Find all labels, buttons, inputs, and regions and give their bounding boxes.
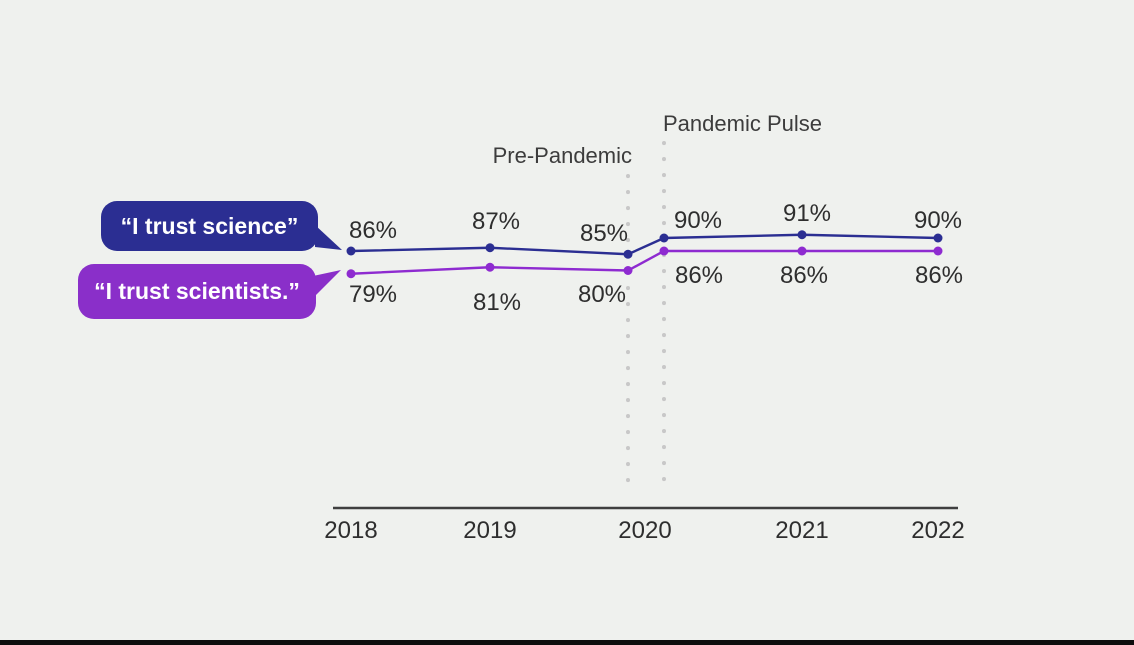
data-point xyxy=(485,243,495,253)
data-point xyxy=(659,233,669,243)
bottom-accent-bar xyxy=(0,640,1134,645)
data-point xyxy=(346,246,356,256)
x-tick-2021: 2021 xyxy=(775,517,829,544)
x-tick-2020: 2020 xyxy=(618,517,672,544)
data-point xyxy=(933,233,943,243)
point-label-scientists-2022: 86% xyxy=(914,262,964,289)
point-label-scientists-2021: 86% xyxy=(779,262,829,289)
point-label-scientists-2020pulse: 86% xyxy=(674,262,724,289)
legend-bubble-trust-science-label: “I trust science” xyxy=(120,212,299,239)
data-point xyxy=(933,246,943,256)
speech-bubble-tail-icon xyxy=(315,225,342,250)
data-point xyxy=(623,249,633,259)
phase-label-pre-pandemic: Pre-Pandemic xyxy=(492,143,632,168)
point-label-scientists-2020pre: 80% xyxy=(577,281,627,308)
point-label-science-2019: 87% xyxy=(471,208,521,235)
data-point xyxy=(346,269,356,279)
point-label-science-2022: 90% xyxy=(913,207,963,234)
data-point xyxy=(623,266,633,275)
x-tick-2018: 2018 xyxy=(324,517,378,544)
series-line-trust-science xyxy=(350,233,939,256)
phase-label-pandemic-pulse: Pandemic Pulse xyxy=(663,111,822,136)
point-label-scientists-2019: 81% xyxy=(472,289,522,316)
speech-bubble-tail-icon xyxy=(313,270,341,298)
x-tick-2019: 2019 xyxy=(463,517,517,544)
data-point xyxy=(797,230,807,240)
point-label-science-2021: 91% xyxy=(782,200,832,227)
data-point xyxy=(659,246,669,256)
point-label-science-2020pulse: 90% xyxy=(673,207,723,234)
legend-bubble-trust-scientists: “I trust scientists.” xyxy=(78,264,341,319)
data-point xyxy=(485,262,495,272)
legend-bubble-trust-scientists-label: “I trust scientists.” xyxy=(94,278,300,304)
legend-bubble-trust-science: “I trust science” xyxy=(101,201,342,251)
point-label-scientists-2018: 79% xyxy=(348,281,398,308)
point-label-science-2018: 86% xyxy=(348,217,398,244)
point-label-science-2020pre: 85% xyxy=(579,220,629,247)
data-point xyxy=(797,246,807,256)
x-tick-2022: 2022 xyxy=(911,517,965,544)
series-line-trust-scientists xyxy=(350,249,938,275)
